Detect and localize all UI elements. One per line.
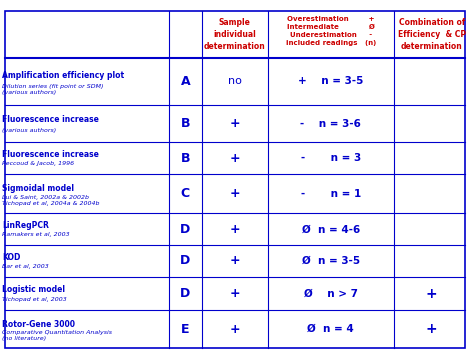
Text: -    n = 3-6: - n = 3-6	[301, 119, 361, 129]
Text: Lui & Saint, 2002a & 2002b
Tichopad et al, 2004a & 2004b: Lui & Saint, 2002a & 2002b Tichopad et a…	[2, 195, 100, 206]
Text: Dilution series (fit point or SDM)
(various authors): Dilution series (fit point or SDM) (vari…	[2, 84, 104, 95]
Text: +: +	[229, 323, 240, 335]
Text: LinRegPCR: LinRegPCR	[2, 221, 49, 230]
Text: Amplification efficiency plot: Amplification efficiency plot	[2, 71, 125, 80]
Text: KOD: KOD	[2, 253, 21, 262]
Text: D: D	[180, 255, 191, 267]
Text: Logistic model: Logistic model	[2, 285, 65, 294]
Text: Bar et al, 2003: Bar et al, 2003	[2, 264, 49, 269]
Text: Ø  n = 3-5: Ø n = 3-5	[302, 256, 360, 266]
Text: B: B	[181, 152, 190, 165]
Text: +: +	[229, 287, 240, 300]
Text: B: B	[181, 117, 190, 130]
Text: D: D	[180, 223, 191, 236]
Text: C: C	[181, 187, 190, 200]
Text: Sigmoidal model: Sigmoidal model	[2, 185, 74, 193]
Text: no: no	[228, 76, 242, 86]
Text: Rotor-Gene 3000: Rotor-Gene 3000	[2, 320, 75, 329]
Text: Overestimation        +
Intermediate            Ø
Underestimation     -
included: Overestimation + Intermediate Ø Underest…	[286, 16, 376, 46]
Text: Ramakers et al, 2003: Ramakers et al, 2003	[2, 233, 70, 237]
Text: Fluorescence increase: Fluorescence increase	[2, 115, 99, 124]
Text: Comparative Quantitation Analysis
(no literature): Comparative Quantitation Analysis (no li…	[2, 330, 112, 342]
Text: Ø  n = 4-6: Ø n = 4-6	[302, 224, 360, 234]
Text: +: +	[229, 223, 240, 236]
Text: Sample
individual
determination: Sample individual determination	[204, 18, 265, 51]
Text: +: +	[426, 286, 438, 301]
FancyBboxPatch shape	[5, 11, 465, 348]
Text: -       n = 1: - n = 1	[301, 189, 361, 199]
Text: Tichopad et al, 2003: Tichopad et al, 2003	[2, 297, 67, 302]
Text: +: +	[229, 152, 240, 165]
Text: +    n = 3-5: + n = 3-5	[298, 76, 364, 86]
Text: Peccoud & Jacob, 1996: Peccoud & Jacob, 1996	[2, 161, 74, 166]
Text: +: +	[426, 322, 438, 336]
Text: -       n = 3: - n = 3	[301, 153, 361, 163]
Text: +: +	[229, 117, 240, 130]
Text: Ø  n = 4: Ø n = 4	[308, 324, 354, 334]
Text: A: A	[181, 75, 190, 88]
Text: +: +	[229, 255, 240, 267]
Text: Fluorescence increase: Fluorescence increase	[2, 150, 99, 159]
Text: +: +	[229, 187, 240, 200]
Text: Ø    n > 7: Ø n > 7	[304, 289, 358, 299]
Text: D: D	[180, 287, 191, 300]
Text: (various authors): (various authors)	[2, 128, 56, 133]
Text: E: E	[181, 323, 190, 335]
Text: Combination of
Efficiency  & CP
determination: Combination of Efficiency & CP determina…	[398, 18, 466, 51]
